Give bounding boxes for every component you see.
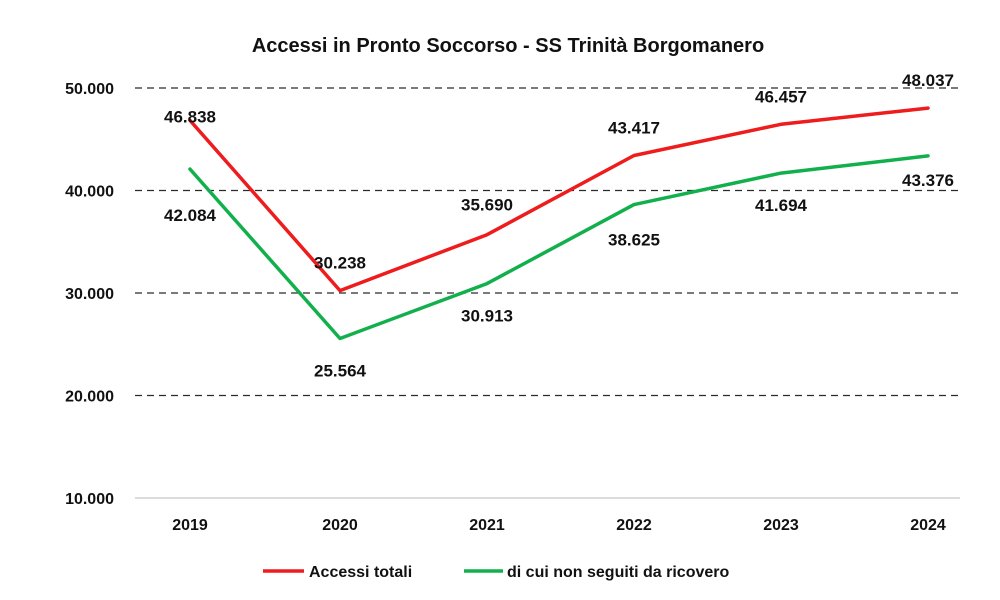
- y-tick-label: 40.000: [65, 184, 114, 201]
- data-point: [338, 337, 342, 341]
- chart-title: Accessi in Pronto Soccorso - SS Trinità …: [252, 35, 764, 57]
- data-label: 30.913: [461, 307, 513, 326]
- data-labels: 46.838 30.238 35.690 43.417 46.457 48.037 42.0…: [164, 71, 954, 380]
- x-tick-label: 2020: [322, 517, 358, 534]
- data-label: 48.037: [902, 71, 954, 90]
- y-tick-label: 50.000: [65, 81, 114, 98]
- data-label: 35.690: [461, 196, 513, 215]
- series-line-2: [188, 154, 930, 341]
- y-tick-label: 20.000: [65, 389, 114, 406]
- data-point: [485, 282, 489, 286]
- data-label: 42.084: [164, 206, 217, 225]
- data-point: [926, 106, 930, 110]
- data-label: 25.564: [314, 361, 367, 380]
- data-label: 43.376: [902, 171, 954, 190]
- data-point: [779, 122, 783, 126]
- x-tick-label: 2021: [469, 517, 505, 534]
- y-axis-ticks: 10.000 20.000 30.000 40.000 50.000: [65, 81, 114, 508]
- gridlines: [135, 87, 960, 499]
- data-label: 43.417: [608, 118, 660, 137]
- series-line-1: [188, 106, 930, 293]
- legend-label: di cui non seguiti da ricovero: [507, 564, 729, 581]
- x-tick-label: 2019: [172, 517, 208, 534]
- x-tick-label: 2024: [910, 517, 946, 534]
- data-point: [188, 167, 192, 171]
- series-lines: [188, 106, 930, 341]
- data-point: [779, 171, 783, 175]
- legend: Accessi totali di cui non seguiti da rico…: [263, 564, 729, 581]
- y-tick-label: 10.000: [65, 491, 114, 508]
- data-point: [632, 203, 636, 207]
- data-point: [632, 154, 636, 158]
- x-tick-label: 2023: [763, 517, 799, 534]
- data-point: [926, 154, 930, 158]
- data-label: 30.238: [314, 254, 366, 273]
- y-tick-label: 30.000: [65, 286, 114, 303]
- data-label: 46.838: [164, 107, 216, 126]
- data-label: 38.625: [608, 231, 660, 250]
- data-point: [338, 289, 342, 293]
- data-point: [485, 233, 489, 237]
- data-label: 46.457: [755, 87, 807, 106]
- legend-label: Accessi totali: [309, 564, 412, 581]
- data-label: 41.694: [755, 196, 808, 215]
- x-tick-label: 2022: [616, 517, 652, 534]
- x-axis-ticks: 2019 2020 2021 2022 2023 2024: [172, 517, 946, 534]
